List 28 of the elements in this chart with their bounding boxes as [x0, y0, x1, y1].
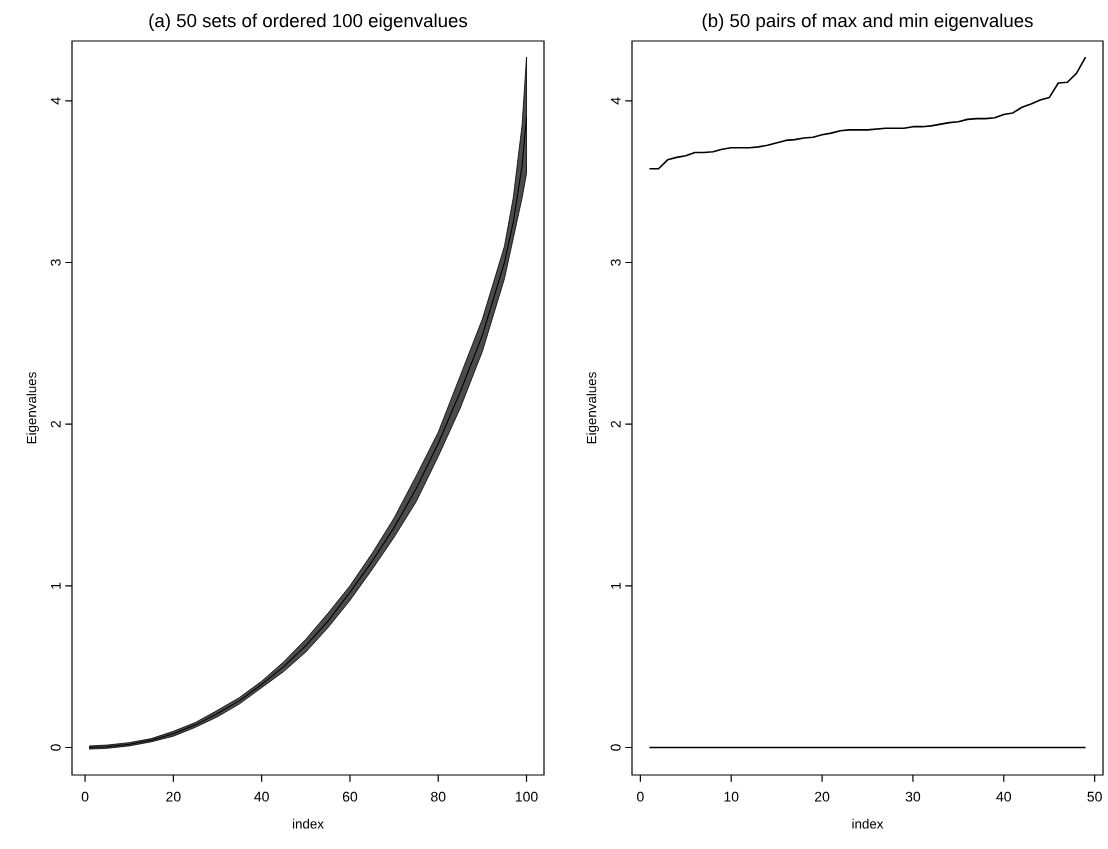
y-tick-label: 2 [50, 420, 61, 428]
x-tick-label: 20 [815, 791, 830, 802]
y-axis-title: Eigenvalues [586, 372, 599, 444]
y-tick-label: 0 [50, 744, 61, 751]
x-axis-title: index [852, 818, 884, 829]
x-tick-label: 100 [515, 791, 538, 802]
y-tick-label: 1 [51, 582, 61, 589]
x-tick-label: 0 [81, 791, 89, 802]
y-tick-label: 2 [610, 420, 621, 428]
y-tick-label: 4 [611, 97, 621, 105]
y-tick-label: 0 [610, 744, 621, 751]
x-tick-label: 40 [996, 791, 1012, 802]
y-axis-title: Eigenvalues [26, 372, 39, 444]
x-tick-label: 30 [905, 791, 921, 802]
x-tick-label: 10 [724, 791, 739, 802]
x-tick-label: 40 [254, 791, 269, 802]
y-tick-label: 1 [611, 582, 621, 589]
x-axis-title: index [292, 818, 324, 829]
y-tick-label: 3 [610, 259, 621, 266]
chart-title: (b) 50 pairs of max and min eigenvalues [702, 13, 1033, 31]
chart-title: (a) 50 sets of ordered 100 eigenvalues [149, 13, 468, 31]
y-tick-label: 3 [50, 259, 61, 266]
x-tick-label: 60 [342, 791, 358, 802]
x-tick-label: 20 [166, 791, 181, 802]
y-tick-label: 4 [51, 97, 61, 105]
x-tick-label: 50 [1087, 791, 1102, 802]
x-tick-label: 80 [431, 791, 446, 802]
x-tick-label: 0 [637, 791, 644, 802]
